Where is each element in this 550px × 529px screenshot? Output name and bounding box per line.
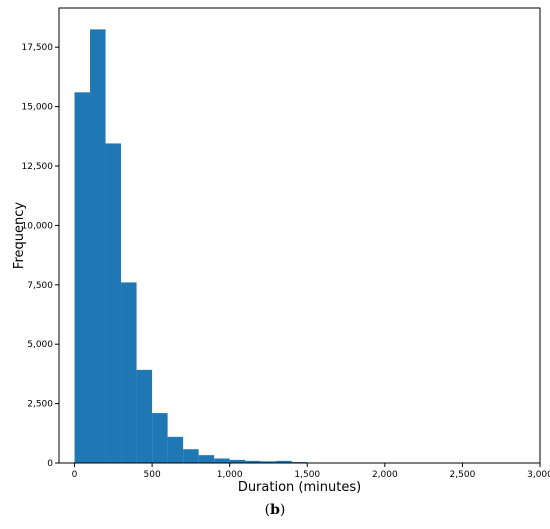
histogram-bar — [260, 461, 277, 463]
caption-close: ) — [279, 502, 286, 518]
y-tick-label: 7,500 — [27, 281, 53, 291]
histogram-bar — [152, 413, 168, 463]
x-tick-label: 1,000 — [217, 470, 243, 480]
histogram-bar — [136, 369, 153, 463]
x-tick-label: 2,500 — [450, 470, 476, 480]
x-tick-label: 2,000 — [372, 470, 398, 480]
bars-group — [74, 29, 308, 463]
histogram-bar — [90, 29, 106, 463]
histogram-bar — [276, 460, 292, 463]
x-axis-label: Duration (minutes) — [238, 480, 361, 495]
histogram-bar — [183, 449, 199, 463]
x-tick-label: 1,500 — [294, 470, 320, 480]
y-axis-label: Frequency — [12, 202, 27, 269]
figure-caption: (b) — [0, 502, 550, 518]
y-tick-label: 2,500 — [27, 400, 53, 410]
plot-frame — [58, 7, 541, 464]
histogram-bar — [167, 436, 184, 463]
y-tick-label: 17,500 — [22, 43, 54, 53]
y-tick-label: 5,000 — [27, 340, 53, 350]
x-tick-label: 3,000 — [527, 470, 550, 480]
histogram-bar — [229, 459, 246, 463]
histogram-bar — [121, 282, 137, 463]
y-tick-label: 12,500 — [22, 162, 54, 172]
caption-letter: b — [270, 502, 280, 518]
caption-open: ( — [264, 502, 271, 518]
histogram-bar — [245, 460, 261, 463]
histogram-bar — [105, 143, 122, 463]
histogram-bar — [198, 455, 215, 463]
y-tick-label: 0 — [47, 459, 53, 469]
x-tick-label: 500 — [144, 470, 161, 480]
y-tick-label: 10,000 — [22, 221, 54, 231]
histogram-bar — [74, 92, 91, 463]
x-axis: 0 500 1,000 1,500 2,000 2,500 3,000 — [72, 463, 550, 480]
y-axis: 0 2,500 5,000 7,500 10,000 12,500 15,000 17,500 — [22, 43, 59, 469]
y-tick-label: 15,000 — [22, 103, 54, 113]
histogram-bar — [214, 458, 230, 463]
x-tick-label: 0 — [72, 470, 78, 480]
